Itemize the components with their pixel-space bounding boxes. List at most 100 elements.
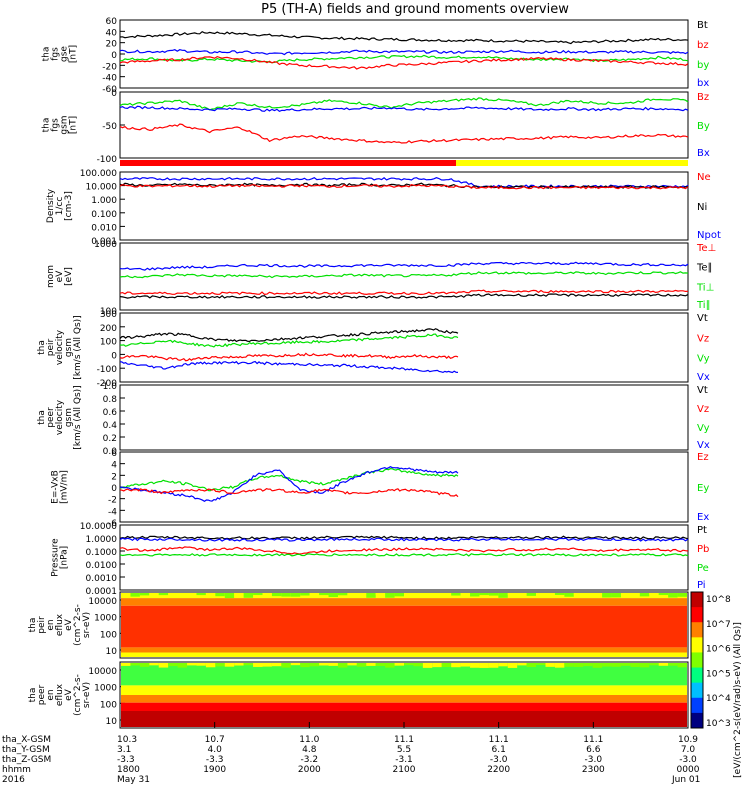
footer-row-label: 2016 (2, 775, 25, 785)
ylabel-line: tha (28, 688, 38, 703)
spectrogram-band (385, 593, 395, 598)
legend-pressure: Pi (697, 580, 706, 591)
ylabel-line: [km/s (All Qs)] (73, 315, 83, 379)
footer-hhmm: 2200 (487, 765, 510, 775)
spectrogram-band (130, 663, 140, 666)
ytick-label: 100.000 (80, 169, 117, 179)
legend-fgs_gsm: Bz (697, 92, 709, 103)
footer-z-gsm: -3.0 (585, 755, 603, 765)
ylabel-line: eflux (55, 613, 65, 636)
footer-hhmm: 2100 (393, 765, 416, 775)
spectrogram-band (441, 663, 452, 668)
footer-y-gsm: 5.5 (397, 745, 411, 755)
spectrogram-band (441, 593, 452, 598)
ytick-label: 100 (100, 700, 117, 710)
series-line-pressure (119, 537, 689, 542)
spectrogram-band (328, 593, 338, 597)
colorbar-swatch (691, 667, 703, 684)
spectrogram-band (253, 663, 263, 667)
spectrogram-band (394, 593, 404, 597)
spectrogram-band (536, 663, 546, 666)
spectrogram-band (121, 685, 687, 695)
panel-frame-efield (119, 451, 689, 523)
spectrogram-band (243, 663, 254, 666)
legend-efield: Ex (697, 512, 709, 523)
spectrogram-band (375, 663, 386, 667)
legend-temp: Te⊥ (696, 243, 716, 254)
ylabel-line: en (46, 689, 56, 700)
ylabel-line: [nT] (69, 116, 79, 134)
ylabel-line: gse (60, 46, 70, 62)
spectrogram-band (630, 663, 640, 667)
spectrogram-band (300, 663, 310, 668)
ytick-label: -2 (108, 496, 117, 506)
legend-pressure: Pt (697, 525, 707, 536)
spectrogram-band (328, 663, 338, 666)
spectrogram-band (281, 663, 291, 668)
series-line-ion_vel (119, 360, 459, 374)
ylabel-line: velocity (55, 329, 65, 365)
footer-y-gsm: 7.0 (681, 745, 696, 755)
spectrogram-band (177, 663, 188, 668)
legend-elec_vel: Vx (697, 440, 710, 451)
ylabel-line: [nT] (69, 45, 79, 63)
spectrogram-band (262, 663, 272, 667)
spectrogram-band (630, 593, 640, 599)
series-line-ion_vel (119, 328, 459, 343)
spectrogram-band (168, 663, 178, 667)
spectrogram-band (385, 663, 395, 668)
spectrogram-band (253, 593, 263, 596)
spectrogram-band (366, 593, 376, 598)
ytick-label: 1000 (94, 684, 117, 694)
series-line-density (119, 183, 689, 190)
spectrogram-band (139, 663, 150, 667)
legend-pressure: Pb (697, 544, 709, 555)
spectrogram-band (639, 663, 650, 668)
spectrogram-band (498, 593, 508, 598)
legend-fgs_gsm: By (697, 121, 710, 132)
spectrogram-band (196, 663, 206, 666)
ytick-label: -200 (97, 379, 118, 389)
spectrogram-band (121, 663, 687, 686)
spectrogram-band (526, 593, 537, 596)
spectrogram-band (271, 663, 282, 667)
spectrogram-band (517, 663, 527, 666)
series-line-efield (119, 488, 459, 498)
colorbar-tick: 10^6 (706, 645, 731, 655)
spectrogram-band (121, 711, 687, 727)
ylabel-line: [eV] (64, 267, 74, 286)
spectrogram-band (215, 593, 225, 597)
legend-fgs_gsm: Bx (697, 148, 710, 159)
spectrogram-band (234, 663, 244, 666)
spectrogram-band (121, 647, 687, 653)
spectrogram-band (347, 593, 357, 598)
spectrogram-band (215, 663, 225, 667)
ytick-label: 100 (100, 338, 117, 348)
ytick-label: 60 (106, 17, 118, 27)
ytick-label: 0.100 (91, 210, 117, 220)
spectrogram-band (611, 663, 621, 667)
legend-efield: Ey (697, 483, 709, 494)
footer-z-gsm: -3.3 (206, 755, 224, 765)
spectrogram-band (658, 663, 669, 666)
spectrogram-band (668, 593, 678, 598)
colorbar-swatch (691, 592, 703, 608)
spectrogram-band (375, 593, 386, 596)
ytick-label: 0.0 (103, 447, 118, 457)
spectrogram-band (121, 598, 687, 606)
spectrogram-band (677, 663, 687, 668)
spectrogram-band (564, 663, 574, 667)
spectrogram-band (488, 663, 499, 668)
spectrogram-band (337, 593, 348, 596)
spectrogram-band (149, 593, 159, 597)
colorbar-swatch (691, 652, 703, 669)
spectrogram-band (554, 663, 565, 668)
series-line-pressure (119, 546, 689, 555)
colorbar-swatch (691, 682, 703, 699)
spectrogram-band (224, 593, 235, 599)
spectrogram-band (470, 593, 480, 597)
ylabel-line: tha (37, 340, 47, 355)
spectrogram-band (121, 652, 687, 657)
ytick-label: 20 (106, 40, 118, 50)
ylabel-line: [nPa] (60, 546, 70, 569)
